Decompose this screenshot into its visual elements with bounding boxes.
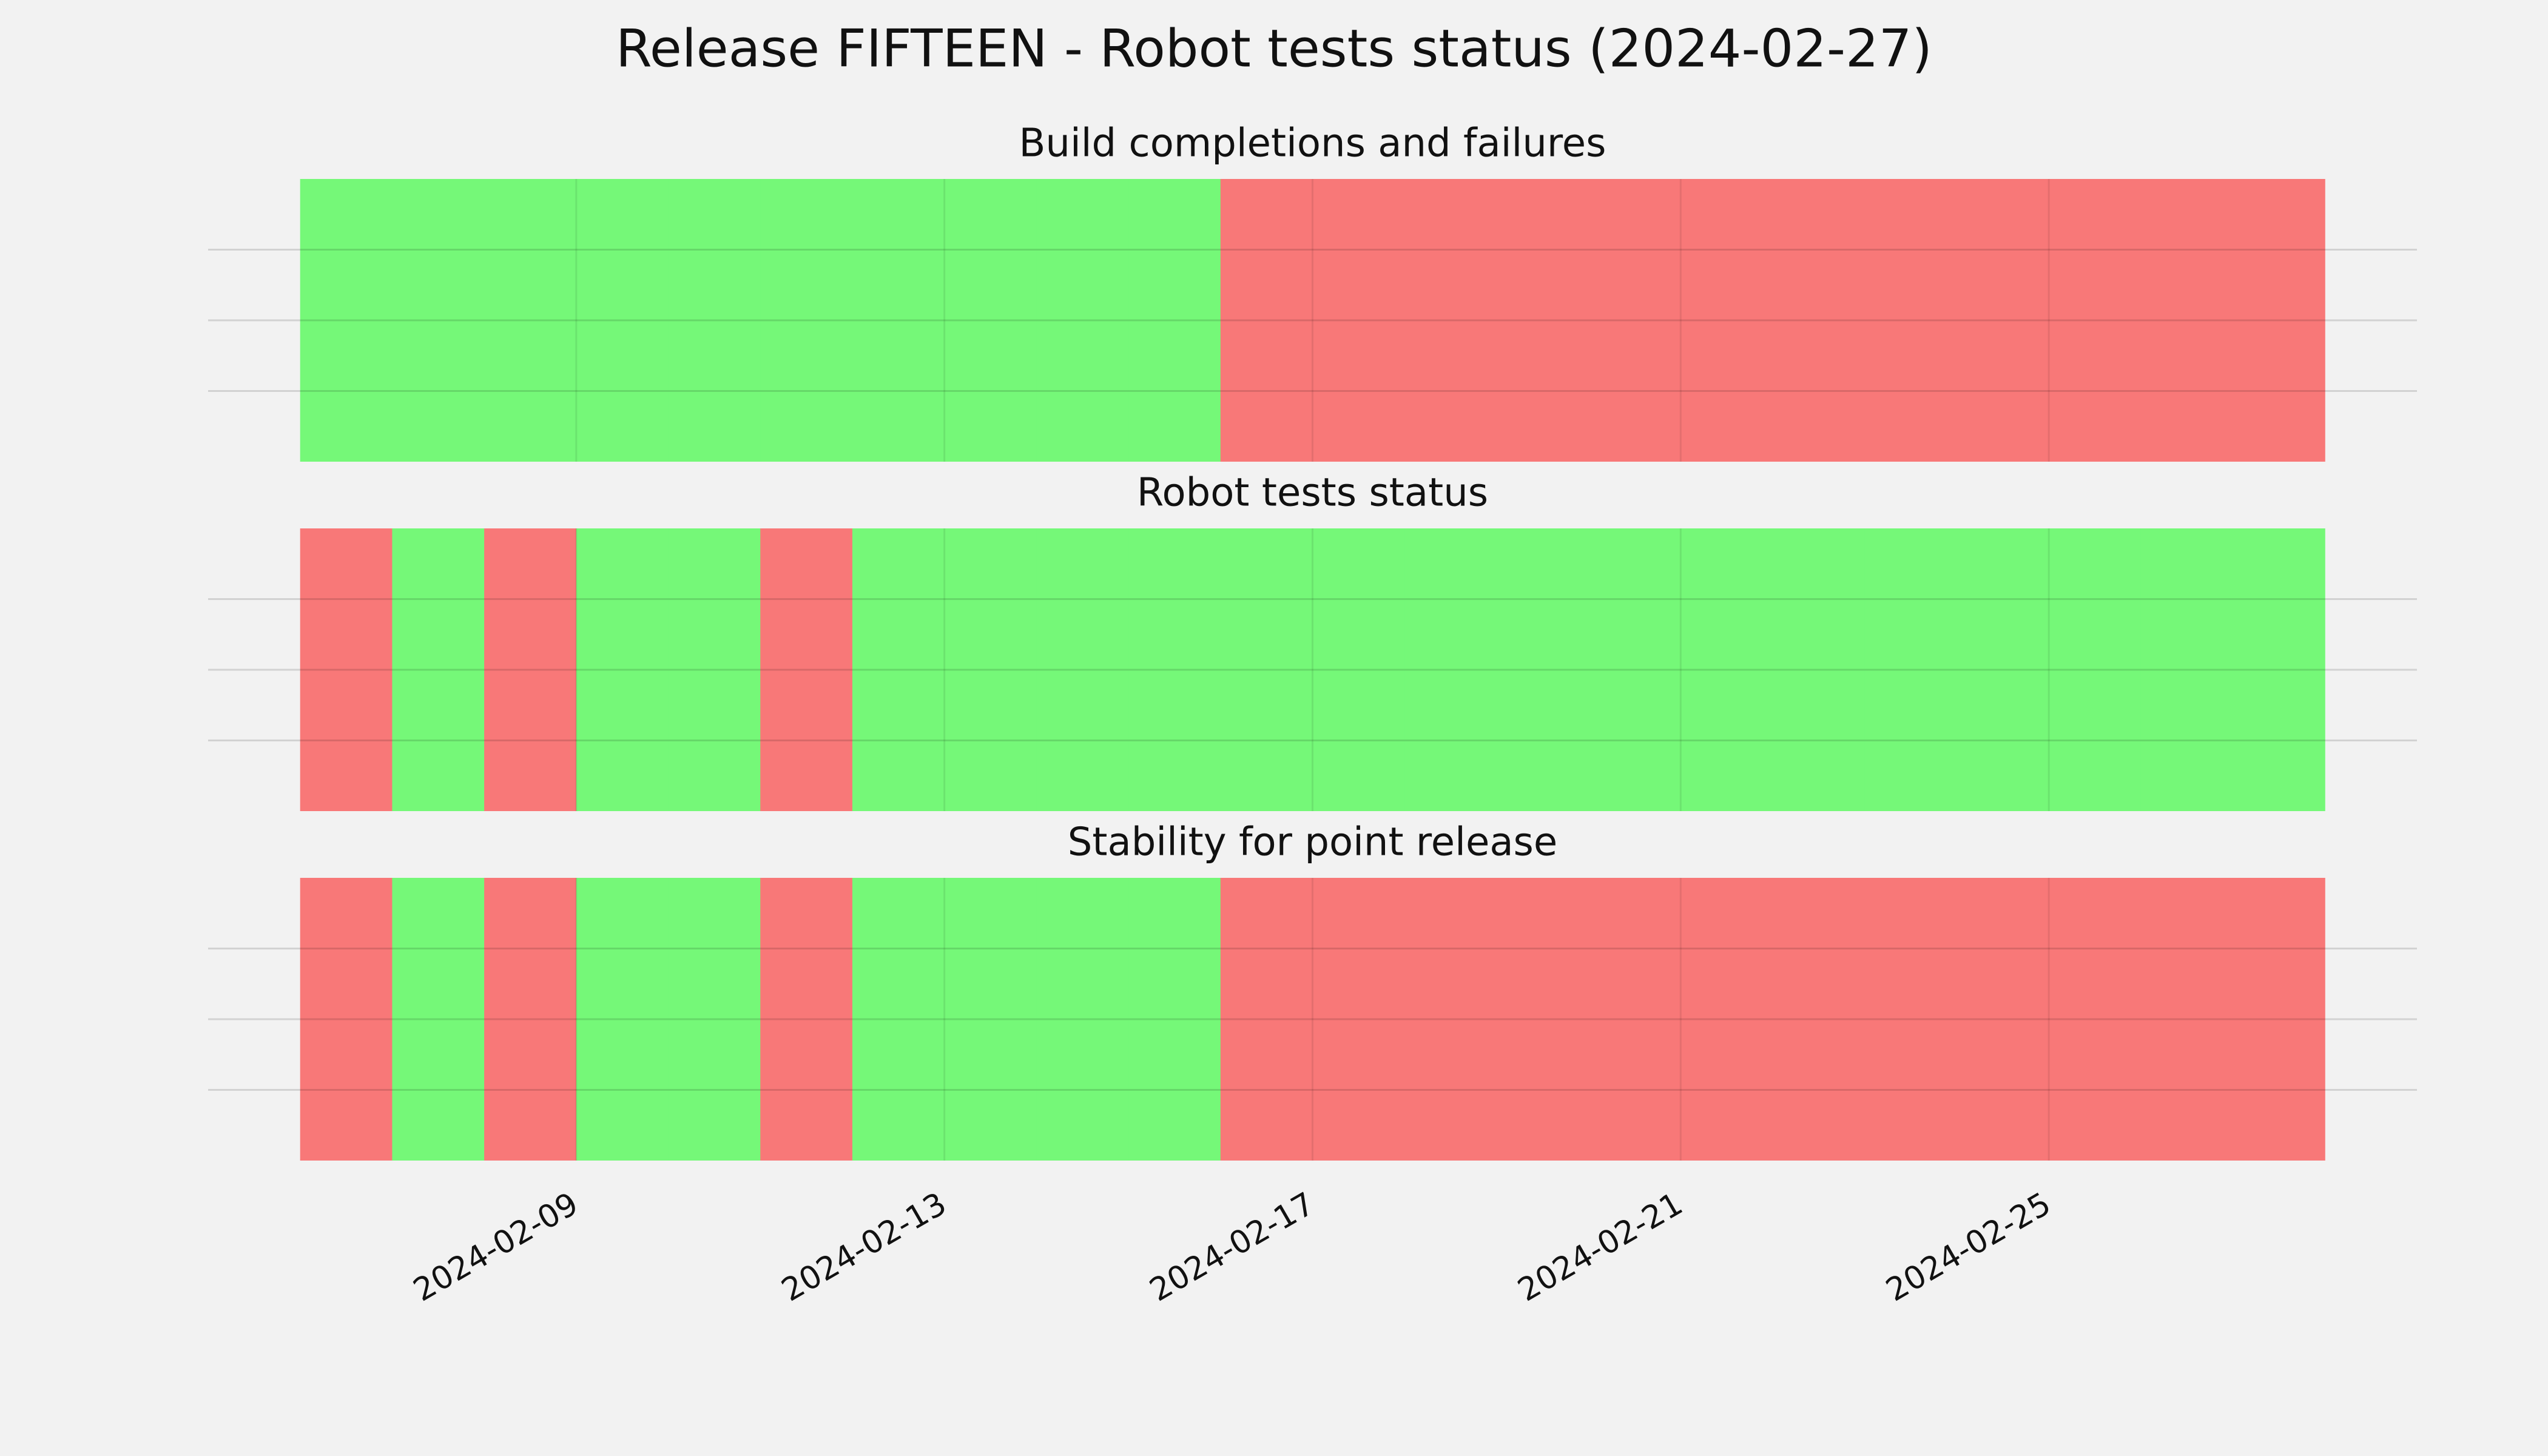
status-span (2049, 528, 2142, 811)
status-span (944, 179, 1037, 462)
status-span (1588, 528, 1681, 811)
status-span (760, 528, 853, 811)
status-span (852, 179, 945, 462)
status-span (1680, 528, 1773, 811)
status-span (2140, 878, 2234, 1161)
status-span (300, 878, 393, 1161)
status-span (2140, 179, 2234, 462)
status-span (2233, 878, 2325, 1161)
status-span (852, 528, 945, 811)
status-span (484, 179, 577, 462)
status-span (576, 528, 669, 811)
status-span (668, 528, 761, 811)
status-span (852, 878, 945, 1161)
panel-title: Build completions and failures (1019, 121, 1606, 166)
status-span (1312, 528, 1405, 811)
status-span (1036, 528, 1129, 811)
status-span (576, 179, 669, 462)
status-span (1220, 528, 1313, 811)
status-span (1680, 179, 1773, 462)
status-span (2049, 179, 2142, 462)
status-span (1864, 179, 1957, 462)
status-span (944, 878, 1037, 1161)
status-span (1680, 878, 1773, 1161)
panel-title: Stability for point release (1068, 820, 1558, 865)
status-span (392, 878, 485, 1161)
status-span (668, 878, 761, 1161)
status-span (2233, 179, 2325, 462)
status-span (1404, 528, 1497, 811)
status-span (2140, 528, 2234, 811)
status-span (1588, 878, 1681, 1161)
status-span (1864, 878, 1957, 1161)
status-span (1036, 878, 1129, 1161)
status-span (576, 878, 669, 1161)
status-span (1312, 878, 1405, 1161)
status-span (2233, 528, 2325, 811)
status-span (484, 878, 577, 1161)
status-span (1036, 179, 1129, 462)
status-span (1404, 179, 1497, 462)
status-span (1956, 179, 2049, 462)
status-span (1588, 179, 1681, 462)
chart-title: Release FIFTEEN - Robot tests status (20… (616, 18, 1932, 79)
status-span (1128, 528, 1221, 811)
status-span (1496, 528, 1589, 811)
status-span (1956, 528, 2049, 811)
status-span (1312, 179, 1405, 462)
status-span (1128, 179, 1221, 462)
status-span (484, 528, 577, 811)
status-span (392, 528, 485, 811)
status-span (760, 179, 853, 462)
status-span (760, 878, 853, 1161)
status-span (1220, 878, 1313, 1161)
status-span (1864, 528, 1957, 811)
status-span (1220, 179, 1313, 462)
status-span (1404, 878, 1497, 1161)
status-span (1956, 878, 2049, 1161)
status-span (1128, 878, 1221, 1161)
status-span (1773, 878, 1866, 1161)
status-span (944, 528, 1037, 811)
status-span (1773, 179, 1866, 462)
status-span (300, 179, 393, 462)
status-span (300, 528, 393, 811)
status-span (2049, 878, 2142, 1161)
status-span (1773, 528, 1866, 811)
status-span (668, 179, 761, 462)
status-span (1496, 878, 1589, 1161)
status-span (1496, 179, 1589, 462)
panel-title: Robot tests status (1137, 471, 1488, 516)
status-span (392, 179, 485, 462)
